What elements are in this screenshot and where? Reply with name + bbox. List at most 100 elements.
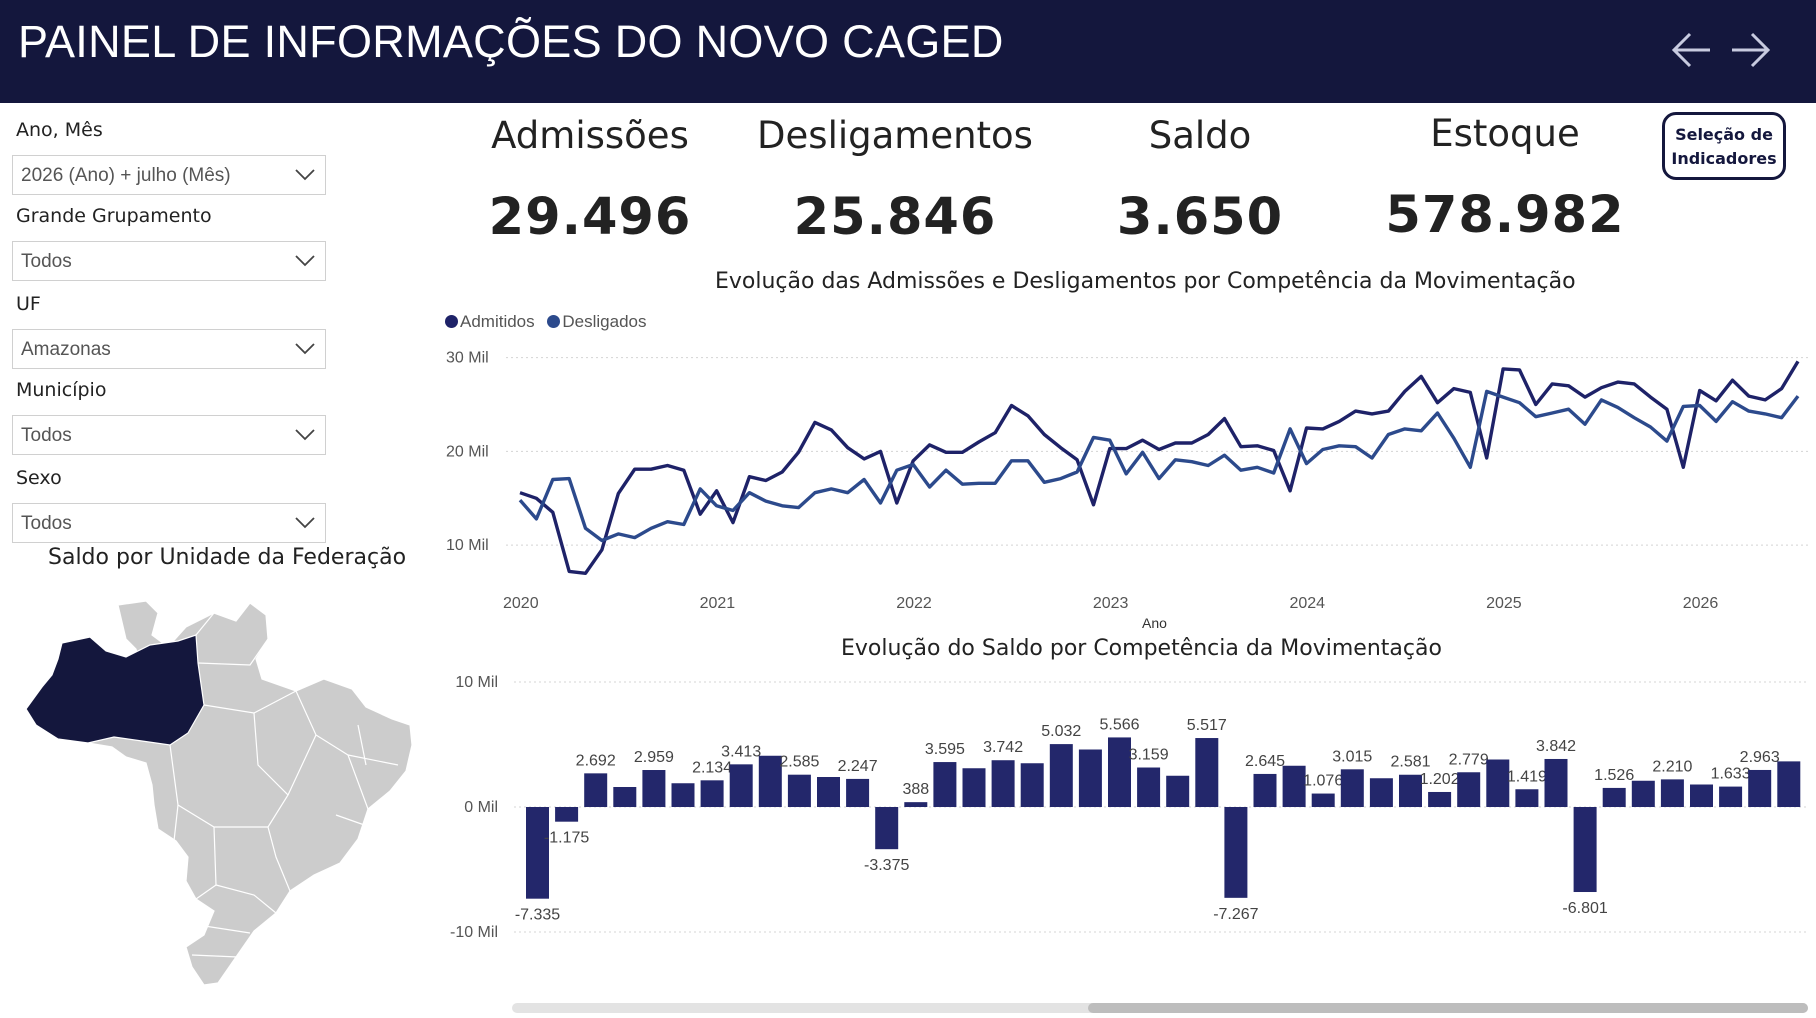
bar-data-label: 2.581 (1390, 754, 1430, 771)
y-tick-label: 30 Mil (446, 350, 489, 367)
x-tick-label: 2026 (1683, 595, 1719, 612)
map-title: Saldo por Unidade da Federação (48, 545, 407, 570)
bar-data-label: 2.692 (576, 752, 616, 769)
line-chart[interactable]: 10 Mil 20 Mil 30 Mil 2020 2021 2022 2023 2024 20… (420, 336, 1816, 638)
bar-chart[interactable]: -10 Mil 0 Mil 10 Mil -7.335 -1.175 2.692 2.959… (420, 664, 1816, 950)
bar-data-label: 2.210 (1652, 758, 1692, 775)
legend-dot-icon (445, 315, 458, 328)
indicator-selection-button[interactable]: Seleção de Indicadores (1662, 112, 1786, 180)
legend-item-desligados[interactable]: Desligados (547, 312, 646, 332)
page-title: PAINEL DE INFORMAÇÕES DO NOVO CAGED (18, 16, 1004, 67)
bar-data-label: -7.267 (1213, 906, 1258, 923)
saldo-bar (1573, 807, 1597, 893)
saldo-bar (1428, 791, 1452, 807)
filter-label-uf: UF (16, 293, 41, 315)
bar-data-label: 3.015 (1332, 748, 1372, 765)
x-tick-label: 2021 (700, 595, 736, 612)
saldo-bar (729, 764, 753, 807)
indicator-button-line2: Indicadores (1671, 149, 1777, 168)
x-tick-label: 2024 (1289, 595, 1325, 612)
saldo-bar (1719, 786, 1743, 807)
filter-label-sexo: Sexo (16, 467, 62, 489)
bar-data-label: 388 (902, 781, 929, 798)
filter-value-grande-grupamento: Todos (21, 251, 72, 272)
saldo-bar (787, 774, 811, 807)
saldo-bar (1631, 780, 1655, 807)
saldo-bar (1660, 779, 1684, 807)
saldo-bar (1311, 793, 1335, 807)
bar-data-label: 5.032 (1041, 723, 1081, 740)
horizontal-scrollbar-thumb[interactable] (1088, 1003, 1808, 1013)
bar-data-label: 5.517 (1187, 717, 1227, 734)
filter-select-uf[interactable]: Amazonas (12, 329, 326, 369)
line-chart-legend: Admitidos Desligados (445, 312, 654, 334)
saldo-bar (1515, 789, 1539, 807)
x-tick-label: 2022 (896, 595, 932, 612)
bar-data-label: -7.335 (515, 907, 560, 924)
bar-data-label: 1.202 (1420, 771, 1460, 788)
kpi-value-desligamentos: 25.846 (793, 188, 997, 247)
bar-data-label: 5.566 (1099, 716, 1139, 733)
indicator-button-line1: Seleção de (1675, 125, 1773, 144)
chevron-down-icon (295, 343, 315, 355)
arrow-left-icon[interactable] (1670, 28, 1714, 72)
brazil-map[interactable] (18, 595, 418, 995)
filter-select-grande-grupamento[interactable]: Todos (12, 241, 326, 281)
saldo-bar (758, 755, 782, 807)
filter-label-grande-grupamento: Grande Grupamento (16, 205, 212, 227)
saldo-bar (1369, 778, 1393, 807)
bar-chart-title: Evolução do Saldo por Competência da Mov… (841, 636, 1442, 661)
chevron-down-icon (295, 255, 315, 267)
line-chart-title: Evolução das Admissões e Desligamentos p… (715, 269, 1576, 294)
kpi-label-desligamentos: Desligamentos (757, 114, 1033, 157)
y-tick-label: 20 Mil (446, 443, 489, 460)
filter-label-ano-mes: Ano, Mês (16, 119, 103, 141)
saldo-bar (817, 777, 840, 807)
series-line-admitidos (519, 360, 1800, 576)
bar-data-label: 3.595 (925, 741, 965, 758)
bar-data-label: -3.375 (864, 857, 909, 874)
filter-select-municipio[interactable]: Todos (12, 415, 326, 455)
arrow-right-icon[interactable] (1728, 28, 1772, 72)
saldo-bar (526, 807, 549, 899)
saldo-bar (875, 807, 899, 850)
kpi-label-admissoes: Admissões (491, 114, 689, 157)
filter-value-ano-mes: 2026 (Ano) + julho (Mês) (21, 165, 231, 186)
x-tick-label: 2025 (1486, 595, 1522, 612)
saldo-bar (1777, 761, 1801, 807)
header-bar: PAINEL DE INFORMAÇÕES DO NOVO CAGED (0, 0, 1816, 103)
saldo-bar (1457, 772, 1481, 807)
legend-label-admitidos: Admitidos (460, 312, 535, 331)
y-tick-label: 10 Mil (446, 537, 489, 554)
kpi-value-estoque: 578.982 (1385, 186, 1625, 245)
y-tick-label: 0 Mil (464, 799, 498, 816)
filter-select-sexo[interactable]: Todos (12, 503, 326, 543)
bar-data-label: 2.645 (1245, 753, 1285, 770)
saldo-bar (962, 768, 986, 807)
map-state-borders (169, 612, 399, 958)
bar-data-label: 1.526 (1594, 767, 1634, 784)
saldo-bar (584, 773, 608, 807)
filter-select-ano-mes[interactable]: 2026 (Ano) + julho (Mês) (12, 155, 326, 195)
bar-data-label: 2.585 (779, 754, 819, 771)
bar-data-label: 2.963 (1740, 749, 1780, 766)
y-tick-label: 10 Mil (455, 674, 498, 691)
kpi-value-admissoes: 29.496 (488, 188, 692, 247)
bar-data-label: 1.419 (1507, 768, 1547, 785)
saldo-bar (1748, 769, 1772, 807)
bar-data-label: 3.842 (1536, 738, 1576, 755)
legend-item-admitidos[interactable]: Admitidos (445, 312, 535, 332)
legend-dot-icon (547, 315, 561, 328)
bar-data-label: -6.801 (1562, 900, 1607, 917)
map-region-amazonas[interactable] (25, 634, 205, 746)
bar-data-label: 1.076 (1303, 773, 1343, 790)
chevron-down-icon (295, 169, 315, 181)
saldo-bar (1166, 775, 1190, 807)
bar-data-label: 3.159 (1129, 747, 1169, 764)
saldo-bar (1253, 773, 1277, 807)
filter-label-municipio: Município (16, 379, 107, 401)
legend-label-desligados: Desligados (562, 312, 647, 331)
filter-value-municipio: Todos (21, 425, 72, 446)
saldo-bar (991, 760, 1015, 807)
saldo-bar (1340, 769, 1364, 807)
